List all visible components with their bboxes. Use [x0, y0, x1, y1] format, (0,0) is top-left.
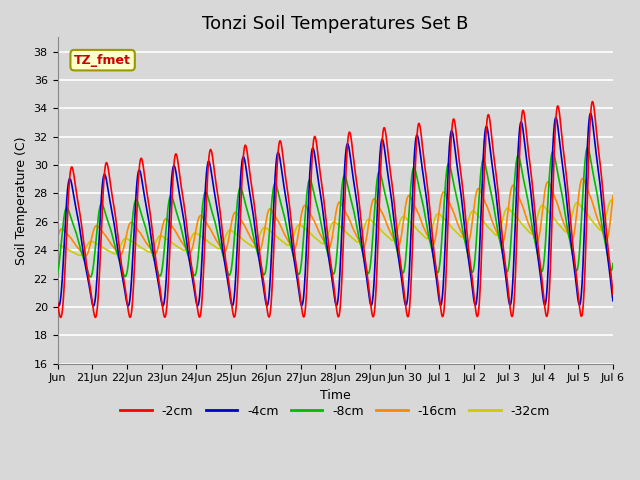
Text: TZ_fmet: TZ_fmet: [74, 54, 131, 67]
-16cm: [234, 212, 242, 217]
-16cm: [485, 210, 493, 216]
-32cm: [404, 217, 412, 223]
-32cm: [54, 241, 61, 247]
Legend: -2cm, -4cm, -8cm, -16cm, -32cm: -2cm, -4cm, -8cm, -16cm, -32cm: [115, 400, 555, 423]
-16cm: [427, 240, 435, 246]
-8cm: [86, 274, 94, 280]
-4cm: [427, 234, 435, 240]
-8cm: [609, 261, 617, 266]
-2cm: [485, 114, 493, 120]
-4cm: [55, 303, 63, 309]
Line: -8cm: -8cm: [58, 148, 613, 277]
-32cm: [609, 198, 617, 204]
-4cm: [404, 286, 412, 291]
-4cm: [493, 200, 501, 206]
-2cm: [234, 276, 242, 281]
-8cm: [404, 219, 412, 225]
-8cm: [259, 269, 266, 275]
-8cm: [493, 224, 501, 229]
-4cm: [587, 110, 595, 116]
-4cm: [54, 300, 61, 306]
-32cm: [427, 230, 435, 236]
-2cm: [54, 300, 61, 305]
Line: -32cm: -32cm: [58, 200, 613, 255]
-8cm: [234, 194, 242, 200]
-16cm: [82, 253, 90, 259]
-16cm: [404, 193, 412, 199]
Title: Tonzi Soil Temperatures Set B: Tonzi Soil Temperatures Set B: [202, 15, 468, 33]
-32cm: [259, 227, 266, 232]
-16cm: [579, 176, 586, 181]
-2cm: [609, 291, 617, 297]
Line: -16cm: -16cm: [58, 179, 613, 256]
-2cm: [493, 180, 501, 185]
-2cm: [259, 270, 266, 276]
-2cm: [427, 216, 435, 222]
-32cm: [493, 232, 501, 238]
-4cm: [234, 228, 242, 234]
-2cm: [404, 313, 412, 319]
-32cm: [234, 232, 242, 238]
-4cm: [259, 276, 266, 282]
X-axis label: Time: Time: [320, 389, 351, 402]
-2cm: [589, 99, 596, 105]
Line: -2cm: -2cm: [58, 102, 613, 317]
-8cm: [54, 271, 61, 276]
-32cm: [76, 252, 84, 258]
-4cm: [485, 138, 493, 144]
-8cm: [427, 242, 435, 248]
-16cm: [609, 193, 617, 199]
-8cm: [584, 145, 591, 151]
-16cm: [54, 235, 61, 241]
Y-axis label: Soil Temperature (C): Soil Temperature (C): [15, 136, 28, 265]
-16cm: [259, 240, 266, 246]
-8cm: [485, 181, 493, 187]
-32cm: [485, 226, 493, 231]
-32cm: [608, 197, 616, 203]
-16cm: [493, 230, 501, 236]
-2cm: [57, 314, 65, 320]
-4cm: [609, 298, 617, 304]
Line: -4cm: -4cm: [58, 113, 613, 306]
